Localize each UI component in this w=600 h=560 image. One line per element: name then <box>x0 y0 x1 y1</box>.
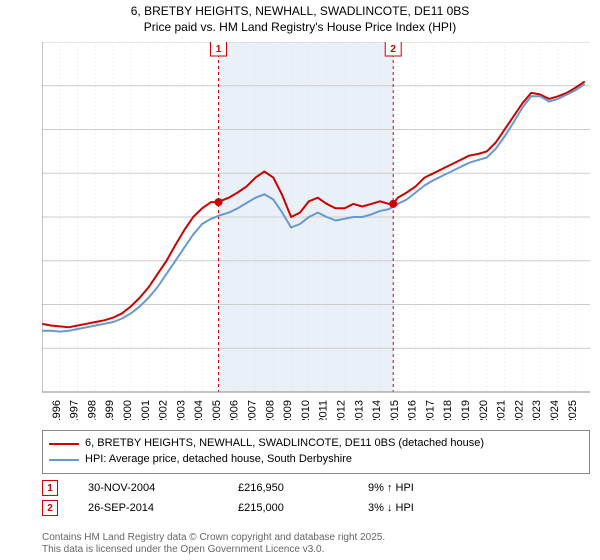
attribution-footer: Contains HM Land Registry data © Crown c… <box>42 532 385 556</box>
svg-text:2001: 2001 <box>140 400 152 420</box>
svg-text:2024: 2024 <box>549 400 561 420</box>
chart-title: 6, BRETBY HEIGHTS, NEWHALL, SWADLINCOTE,… <box>0 0 600 35</box>
sale-event-row: 1 30-NOV-2004 £216,950 9% ↑ HPI <box>42 480 590 496</box>
svg-text:2020: 2020 <box>478 400 490 420</box>
footer-line-2: This data is licensed under the Open Gov… <box>42 544 385 556</box>
svg-text:1996: 1996 <box>51 400 63 420</box>
legend-swatch <box>49 459 79 461</box>
event-price: £216,950 <box>238 482 338 494</box>
event-marker-box: 1 <box>42 480 58 496</box>
svg-text:2014: 2014 <box>371 400 383 420</box>
svg-text:2000: 2000 <box>122 400 134 420</box>
legend-label: 6, BRETBY HEIGHTS, NEWHALL, SWADLINCOTE,… <box>85 436 484 451</box>
svg-text:2008: 2008 <box>264 400 276 420</box>
svg-text:2005: 2005 <box>211 400 223 420</box>
svg-text:2013: 2013 <box>353 400 365 420</box>
event-delta: 3% ↓ HPI <box>368 502 458 514</box>
chart-plot-area: £0£50K£100K£150K£200K£250K£300K£350K£400… <box>42 42 590 420</box>
chart-container: 6, BRETBY HEIGHTS, NEWHALL, SWADLINCOTE,… <box>0 0 600 560</box>
event-marker-box: 2 <box>42 500 58 516</box>
title-line-1: 6, BRETBY HEIGHTS, NEWHALL, SWADLINCOTE,… <box>0 4 600 20</box>
title-line-2: Price paid vs. HM Land Registry's House … <box>0 20 600 36</box>
legend: 6, BRETBY HEIGHTS, NEWHALL, SWADLINCOTE,… <box>42 430 590 474</box>
svg-text:2019: 2019 <box>460 400 472 420</box>
svg-text:2009: 2009 <box>282 400 294 420</box>
legend-item: 6, BRETBY HEIGHTS, NEWHALL, SWADLINCOTE,… <box>49 436 583 451</box>
svg-text:2016: 2016 <box>407 400 419 420</box>
sale-events: 1 30-NOV-2004 £216,950 9% ↑ HPI 2 26-SEP… <box>42 476 590 520</box>
svg-text:2002: 2002 <box>158 400 170 420</box>
svg-text:2003: 2003 <box>175 400 187 420</box>
svg-text:2007: 2007 <box>247 400 259 420</box>
event-price: £215,000 <box>238 502 338 514</box>
event-id: 1 <box>47 483 53 494</box>
event-date: 30-NOV-2004 <box>88 482 208 494</box>
legend-swatch <box>49 443 79 445</box>
svg-text:1999: 1999 <box>104 400 116 420</box>
svg-text:2021: 2021 <box>496 400 508 420</box>
svg-text:2010: 2010 <box>300 400 312 420</box>
svg-text:1997: 1997 <box>69 400 81 420</box>
svg-text:1995: 1995 <box>42 400 45 420</box>
footer-line-1: Contains HM Land Registry data © Crown c… <box>42 532 385 544</box>
event-date: 26-SEP-2014 <box>88 502 208 514</box>
svg-text:2017: 2017 <box>424 400 436 420</box>
svg-text:1998: 1998 <box>86 400 98 420</box>
event-delta: 9% ↑ HPI <box>368 482 458 494</box>
svg-text:2023: 2023 <box>531 400 543 420</box>
svg-text:2004: 2004 <box>193 400 205 420</box>
chart-svg: £0£50K£100K£150K£200K£250K£300K£350K£400… <box>42 42 590 420</box>
event-id: 2 <box>47 503 53 514</box>
legend-item: HPI: Average price, detached house, Sout… <box>49 452 583 467</box>
svg-text:2012: 2012 <box>335 400 347 420</box>
svg-text:2022: 2022 <box>513 400 525 420</box>
svg-text:2006: 2006 <box>229 400 241 420</box>
svg-text:2011: 2011 <box>318 400 330 420</box>
legend-label: HPI: Average price, detached house, Sout… <box>85 452 352 467</box>
svg-text:2025: 2025 <box>567 400 579 420</box>
svg-text:2015: 2015 <box>389 400 401 420</box>
svg-text:2018: 2018 <box>442 400 454 420</box>
svg-text:1: 1 <box>216 44 222 55</box>
sale-event-row: 2 26-SEP-2014 £215,000 3% ↓ HPI <box>42 500 590 516</box>
svg-text:2: 2 <box>390 44 396 55</box>
